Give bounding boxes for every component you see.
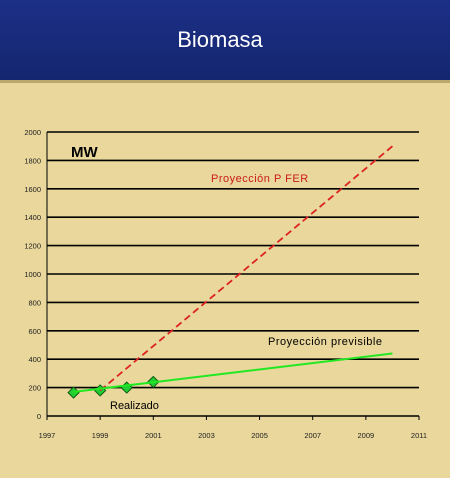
y-tick-label-600: 600 [28,327,41,336]
tick-labels: 0 200 400 600 800 1000 1200 1400 1600 1800 2000 199… [24,128,427,440]
x-tick-label-1999: 1999 [92,431,109,440]
series [67,145,394,399]
y-tick-label-1400: 1400 [24,213,41,222]
y-tick-label-800: 800 [28,298,41,307]
previsible-projection-line [73,352,393,393]
y-tick-label-400: 400 [28,355,41,364]
realizado-point-1998 [67,386,80,399]
x-tick-label-1997: 1997 [39,431,56,440]
axes [46,132,420,420]
y-tick-label-0: 0 [37,412,41,421]
y-tick-label-1600: 1600 [24,185,41,194]
pfer-projection-label: Proyección P FER [211,173,309,185]
y-tick-label-1000: 1000 [24,270,41,279]
x-tick-label-2001: 2001 [145,431,162,440]
gridlines [47,131,419,417]
unit-label: MW [71,144,98,161]
realizado-point-2000 [120,381,133,394]
banner-divider [0,80,450,83]
realizado-label: Realizado [110,400,159,412]
x-tick-label-2007: 2007 [304,431,321,440]
x-tick-label-2009: 2009 [358,431,375,440]
page-title: Biomasa [177,27,263,52]
x-tick-label-2011: 2011 [411,431,427,440]
x-tick-label-2005: 2005 [251,431,268,440]
y-tick-label-2000: 2000 [24,128,41,137]
pfer-projection-line [99,145,394,392]
title-banner: Biomasa [0,0,450,80]
y-tick-label-1800: 1800 [24,156,41,165]
previsible-projection-label: Proyección previsible [268,336,382,348]
y-tick-label-200: 200 [28,384,41,393]
x-tick-label-2003: 2003 [198,431,215,440]
y-tick-label-1200: 1200 [24,242,41,251]
